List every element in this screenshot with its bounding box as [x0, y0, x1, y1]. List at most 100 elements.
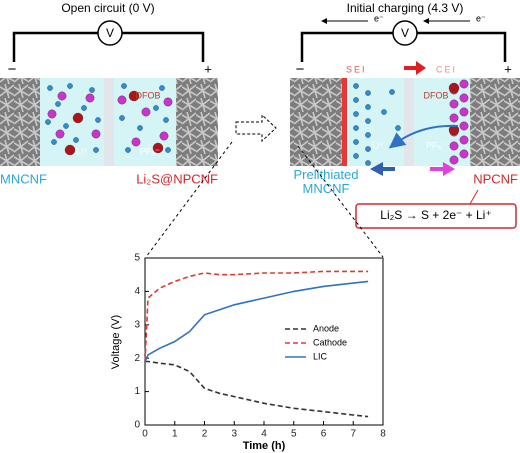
ion: [365, 146, 371, 152]
anode-electrode: [0, 78, 40, 166]
ion: [459, 107, 469, 117]
y-tick-label: 0: [134, 420, 140, 431]
ion: [117, 95, 127, 105]
x-axis-title: Time (h): [243, 440, 286, 452]
reaction-box: [355, 203, 517, 229]
ion: [365, 118, 371, 124]
sei-label: SEI: [346, 64, 367, 74]
x-tick-label: 2: [202, 429, 208, 440]
cei-label: CEI: [436, 64, 457, 74]
ion: [353, 139, 359, 145]
ion: [159, 85, 165, 91]
ion: [353, 83, 359, 89]
ion: [159, 131, 169, 141]
ion: [459, 149, 469, 159]
ion: [125, 147, 131, 153]
ion: [153, 105, 159, 111]
anion-label: DFOB: [423, 90, 448, 100]
voltmeter: [392, 20, 418, 46]
ion: [459, 135, 469, 145]
electron-label: e⁻: [374, 13, 384, 23]
anode-electrode: [290, 78, 343, 166]
ion: [57, 91, 67, 101]
ion: [165, 147, 171, 153]
ion: [141, 107, 151, 117]
meter-label: V: [401, 26, 409, 40]
ion: [365, 132, 371, 138]
ion: [449, 99, 459, 109]
x-tick-label: 5: [291, 429, 297, 440]
x-tick-label: 8: [380, 429, 386, 440]
y-tick-label: 3: [134, 319, 140, 330]
y-axis-title: Voltage (V): [110, 315, 122, 369]
cation-label: Li⁺: [76, 146, 88, 156]
ion: [63, 123, 69, 129]
pf6-label: PF₆⁻: [426, 140, 446, 150]
li-path: [388, 124, 459, 149]
x-tick-label: 3: [231, 429, 237, 440]
cathode-label: Li₂S@NPCNF: [136, 171, 218, 186]
series-line: [145, 360, 369, 418]
ion: [95, 117, 101, 123]
ion: [389, 89, 395, 95]
ion: [448, 82, 460, 94]
anion-label: DFOB: [135, 90, 160, 100]
ion: [163, 97, 173, 107]
reaction: Li₂S → S + 2e⁻ + Li⁺: [380, 208, 491, 222]
cell-title: Open circuit (0 V): [61, 1, 154, 15]
ion: [55, 129, 65, 139]
ion: [121, 83, 127, 89]
ion: [353, 111, 359, 117]
legend-label: Anode: [313, 323, 339, 333]
cation-label: Li⁺: [372, 140, 384, 150]
y-tick-label: 5: [134, 253, 140, 264]
x-tick-label: 4: [261, 429, 267, 440]
series-line: [144, 280, 369, 362]
ion: [449, 155, 459, 165]
anode-label: Prelithiated MNCNF: [293, 167, 358, 196]
meter-label: V: [106, 26, 114, 40]
cathode-electrode: [470, 78, 520, 166]
ion: [47, 85, 53, 91]
drift-arrow: [370, 162, 395, 176]
ion: [45, 119, 51, 125]
ion: [91, 129, 101, 139]
ion: [119, 115, 125, 121]
chart: Voltage (V) Time (h) 0 1 2 3 4 5 6 7 8 0 1 2 3 4 5 Anod…: [110, 253, 386, 452]
ion: [459, 79, 469, 89]
separator: [104, 78, 114, 166]
ion: [128, 90, 140, 102]
ion: [55, 101, 61, 107]
y-tick-label: 1: [134, 386, 140, 397]
ion: [93, 147, 99, 153]
legend-label: Cathode: [313, 337, 347, 347]
zoom-line: [297, 145, 384, 258]
legend-label: LIC: [313, 351, 328, 361]
ion: [395, 125, 401, 131]
voltmeter: [97, 20, 123, 46]
ion: [85, 93, 95, 103]
cell-title: Initial charging (4.3 V): [347, 1, 464, 15]
drift-arrow: [430, 162, 455, 176]
ion: [163, 117, 169, 123]
ion: [81, 105, 87, 111]
anode-label: MNCNF: [0, 171, 47, 186]
wire: [300, 31, 507, 62]
ion: [72, 112, 84, 124]
x-tick-label: 7: [350, 429, 356, 440]
ion: [365, 104, 371, 110]
ion: [365, 90, 371, 96]
plus-sign: +: [504, 61, 512, 76]
callout-line: [469, 189, 479, 205]
ion: [365, 160, 371, 166]
ion: [89, 87, 95, 93]
pf6-label: PF₆⁻: [140, 146, 160, 156]
ion: [131, 137, 141, 147]
ion: [353, 97, 359, 103]
minus-sign: −: [8, 61, 17, 78]
ion: [51, 139, 57, 145]
cathode-label: NPCNF: [473, 171, 518, 186]
minus-sign: −: [296, 61, 305, 78]
ion: [449, 141, 459, 151]
